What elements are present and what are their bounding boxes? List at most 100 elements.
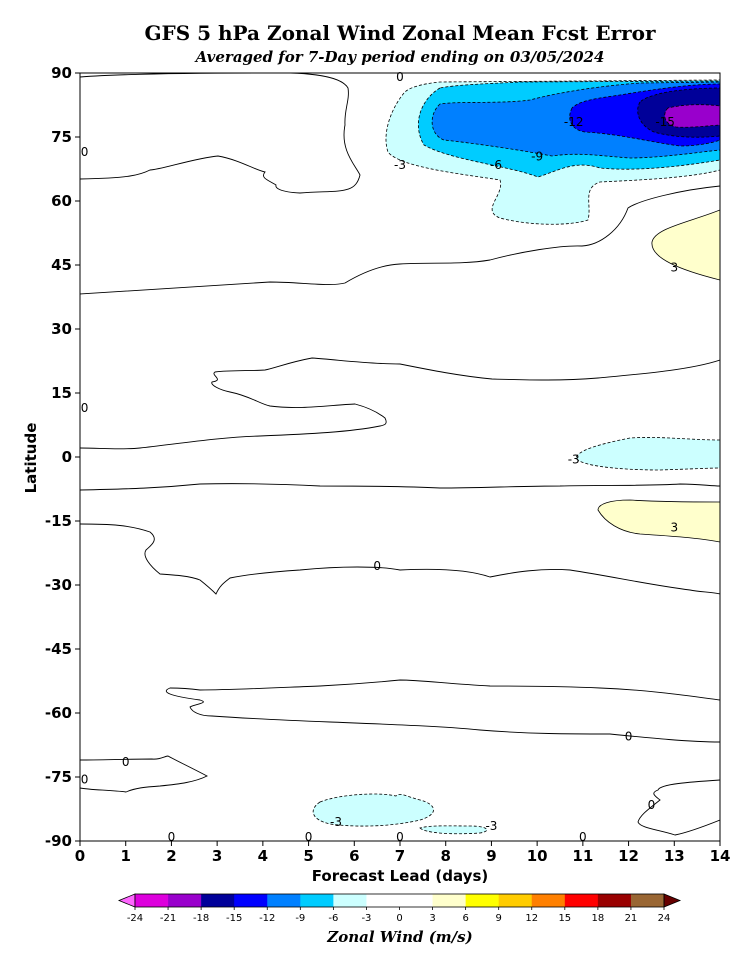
y-tick-label: -45	[45, 640, 72, 658]
contour-label: 0	[579, 830, 587, 844]
chart-title: GFS 5 hPa Zonal Wind Zonal Mean Fcst Err…	[144, 21, 656, 45]
contour-label: -3	[330, 815, 342, 829]
colorbar-tick-label: -24	[127, 913, 143, 924]
y-tick-label: -75	[45, 768, 72, 786]
contour-labels: 0 0 -3 -6 -9 -12 -15 3 0 -3 3 0 0 0 0 0 -3 -3 0 0 0 0	[81, 70, 678, 844]
colorbar-tick-label: 3	[429, 913, 435, 924]
contour-label: 0	[81, 772, 89, 786]
contour-label: -15	[655, 115, 675, 129]
colorbar-tick-label: -3	[361, 913, 371, 924]
contour-fill-minus3-equator	[575, 437, 720, 471]
colorbar-swatch	[432, 894, 466, 907]
contour-fill-plus3-north	[651, 209, 720, 281]
x-tick-label: 7	[395, 847, 405, 865]
colorbar-swatch	[135, 894, 169, 907]
colorbar-swatch	[333, 894, 367, 907]
colorbar-tick-label: 9	[496, 913, 502, 924]
colorbar-swatch	[564, 894, 599, 907]
contour-fill-minus18	[664, 104, 720, 128]
x-tick-label: 9	[486, 847, 496, 865]
contour-fill-minus3-antarctic	[312, 793, 434, 827]
colorbar-tick-label: -9	[295, 913, 305, 924]
x-tick-label: 3	[212, 847, 222, 865]
colorbar-tick-label: -21	[160, 913, 176, 924]
contour-label: 3	[670, 521, 678, 535]
colorbar-swatch	[201, 894, 235, 907]
colorbar: -24 -21 -18 -15 -12 -9 -6 -3 0 3 6 9 12 15 18 21 24	[117, 893, 682, 924]
plot-area	[80, 73, 720, 841]
colorbar-tick-label: -12	[259, 913, 275, 924]
colorbar-tick-label: 6	[462, 913, 468, 924]
y-tick-label: 15	[51, 384, 72, 402]
x-tick-label: 2	[166, 847, 176, 865]
y-tick-label: 60	[51, 192, 72, 210]
colorbar-tick-label: 12	[525, 913, 538, 924]
contour-label: 0	[81, 145, 89, 159]
contour-label: 0	[396, 70, 404, 84]
contour-label: -6	[490, 158, 502, 172]
x-axis: 0 1 2 3 4 5 6 7 8 9 10 11 12 13 14	[75, 841, 731, 865]
colorbar-tick-label: 21	[625, 913, 638, 924]
contour-label: 0	[648, 798, 656, 812]
y-tick-label: 0	[62, 448, 72, 466]
y-tick-label: 90	[51, 64, 72, 82]
contour-label: -3	[394, 158, 406, 172]
x-tick-label: 12	[618, 847, 639, 865]
zero-contours	[80, 73, 720, 836]
x-tick-label: 10	[527, 847, 548, 865]
y-tick-label: 30	[51, 320, 72, 338]
contour-label: 0	[81, 401, 89, 415]
x-axis-label: Forecast Lead (days)	[312, 867, 488, 885]
contour-label: 0	[625, 730, 633, 744]
colorbar-swatch	[399, 894, 433, 907]
colorbar-under-arrow	[117, 893, 136, 908]
colorbar-swatch	[168, 894, 202, 907]
contour-label: 0	[373, 559, 381, 573]
contour-label: 0	[122, 755, 130, 769]
colorbar-swatch	[498, 894, 533, 907]
contour-label: -3	[568, 452, 580, 466]
y-tick-label: -60	[45, 704, 72, 722]
colorbar-tick-label: 15	[558, 913, 571, 924]
colorbar-swatch	[531, 894, 566, 907]
y-tick-label: -90	[45, 832, 72, 850]
chart-subtitle: Averaged for 7-Day period ending on 03/0…	[194, 48, 605, 66]
colorbar-swatch	[465, 894, 499, 907]
y-tick-label: -30	[45, 576, 72, 594]
x-tick-label: 0	[75, 847, 85, 865]
contour-label: -12	[564, 115, 584, 129]
x-tick-label: 13	[664, 847, 685, 865]
colorbar-swatch	[234, 894, 268, 907]
x-tick-label: 8	[440, 847, 450, 865]
colorbar-label: Zonal Wind (m/s)	[326, 928, 472, 946]
contour-label: 0	[305, 830, 313, 844]
colorbar-tick-label: -18	[193, 913, 209, 924]
y-axis: 90 75 60 45 30 15 0 -15 -30 -45 -60 -75 -90	[45, 64, 80, 850]
colorbar-swatch	[267, 894, 301, 907]
contour-label: 3	[670, 260, 678, 274]
colorbar-tick-label: 18	[592, 913, 605, 924]
x-tick-label: 4	[258, 847, 268, 865]
colorbar-tick-label: 24	[658, 913, 671, 924]
x-tick-label: 5	[303, 847, 313, 865]
contour-label: 0	[168, 830, 176, 844]
y-axis-label: Latitude	[22, 423, 40, 494]
colorbar-tick-label: -6	[328, 913, 338, 924]
contour-label: -9	[531, 149, 543, 163]
y-tick-label: 45	[51, 256, 72, 274]
colorbar-swatch	[366, 894, 400, 907]
contour-fill-plus3-south	[597, 499, 720, 543]
contour-label: -3	[485, 819, 497, 833]
x-tick-label: 14	[710, 847, 731, 865]
y-tick-label: 75	[51, 128, 72, 146]
colorbar-swatch	[597, 894, 632, 907]
x-tick-label: 6	[349, 847, 359, 865]
y-tick-label: -15	[45, 512, 72, 530]
contour-fill-minus3-antarctic-small	[419, 825, 488, 835]
colorbar-swatch	[300, 894, 334, 907]
colorbar-swatch	[630, 894, 665, 907]
x-tick-label: 1	[120, 847, 130, 865]
colorbar-tick-label: 0	[396, 913, 402, 924]
x-tick-label: 11	[572, 847, 593, 865]
